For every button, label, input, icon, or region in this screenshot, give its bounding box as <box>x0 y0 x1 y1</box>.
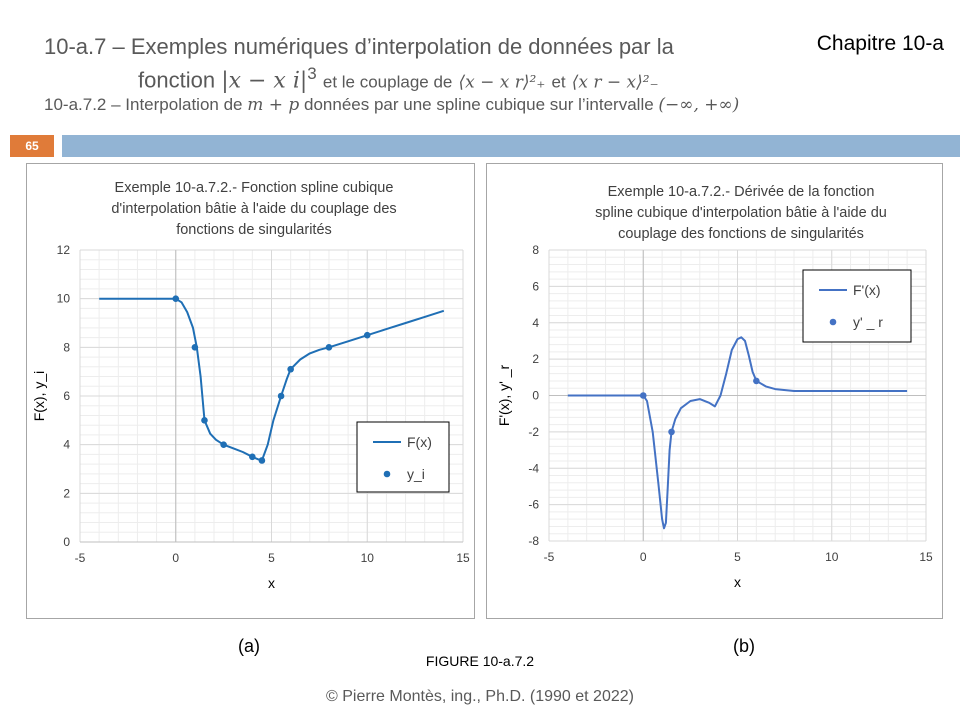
title-exponent: 3 <box>307 64 317 83</box>
y-tick-label: -4 <box>528 461 539 475</box>
y-tick-label: 0 <box>532 389 539 403</box>
data-point <box>258 457 266 464</box>
y-tick-label: -2 <box>528 425 539 439</box>
slide-title-line2: fonction |x − x i|3 et le couplage de ⟨x… <box>138 61 659 95</box>
y-tick-label: 6 <box>63 389 70 403</box>
x-tick-label: 15 <box>919 550 933 564</box>
title-expr-minus: ⟨x r − x⟩²₋ <box>571 72 659 93</box>
copyright-footer: © Pierre Montès, ing., Ph.D. (1990 et 20… <box>326 688 634 705</box>
data-point <box>325 344 333 351</box>
legend-box <box>802 269 912 343</box>
subtitle-mid: données par une spline cubique sur l’int… <box>304 95 654 114</box>
legend-label: y_i <box>407 466 425 482</box>
x-tick-label: 10 <box>361 551 375 565</box>
y-tick-label: 0 <box>63 535 70 549</box>
data-point <box>363 331 371 339</box>
series-line-b <box>567 336 908 530</box>
y-tick-label: 8 <box>532 243 539 257</box>
slide-subtitle: 10-a.7.2 – Interpolation de m + p donnée… <box>44 95 739 115</box>
y-tick-label: 8 <box>63 340 70 354</box>
y-tick-label: 4 <box>532 316 539 330</box>
x-tick-label: 0 <box>172 551 179 565</box>
y-tick-label: 10 <box>57 292 71 306</box>
slide-title-line1: 10-a.7 – Exemples numériques d’interpola… <box>44 34 674 59</box>
chart-b-panel: Exemple 10-a.7.2.- Dérivée de la fonctio… <box>486 163 943 619</box>
data-point <box>201 417 208 424</box>
data-point <box>220 441 227 448</box>
x-tick-label: 5 <box>268 551 275 565</box>
y-tick-label: 4 <box>63 438 70 452</box>
chart-title-line: d'interpolation bâtie à l'aide du coupla… <box>111 201 396 217</box>
data-point <box>668 428 675 436</box>
series-line-a <box>99 297 445 462</box>
caption-b: (b) <box>733 636 755 656</box>
chart-title-line: couplage des fonctions de singularités <box>618 226 864 242</box>
title-prefix: fonction <box>138 67 216 93</box>
subtitle-prefix: 10-a.7.2 – Interpolation de <box>44 95 243 114</box>
caption-a: (a) <box>238 636 260 656</box>
chart-title-line: Exemple 10-a.7.2.- Dérivée de la fonctio… <box>608 184 875 200</box>
legend-box <box>356 421 450 493</box>
x-tick-label: 15 <box>456 551 470 565</box>
legend-label: F'(x) <box>853 282 881 298</box>
data-point <box>191 344 199 351</box>
data-point <box>172 295 180 302</box>
x-tick-label: -5 <box>75 551 86 565</box>
legend-marker-swatch <box>383 470 391 478</box>
data-point <box>287 365 294 373</box>
title-mid: et le couplage de <box>322 72 453 92</box>
chart-b: Exemple 10-a.7.2.- Dérivée de la fonctio… <box>496 184 933 590</box>
legend-label: F(x) <box>407 434 432 450</box>
x-tick-label: 5 <box>734 550 741 564</box>
chart-a: Exemple 10-a.7.2.- Fonction spline cubiq… <box>31 180 470 591</box>
chapter-label: Chapitre 10-a <box>816 32 944 55</box>
subtitle-expr: m + p <box>247 95 300 115</box>
data-point <box>753 377 760 385</box>
y-tick-label: 2 <box>532 352 539 366</box>
header-divider-bar <box>62 135 960 157</box>
data-point <box>639 392 647 399</box>
y-tick-label: -6 <box>528 498 539 512</box>
x-axis-label: x <box>734 574 741 590</box>
title-expr-plus: ⟨x − x r⟩²₊ <box>458 72 546 93</box>
y-tick-label: 6 <box>532 279 539 293</box>
y-axis-label: F(x), y_i <box>31 371 47 422</box>
data-point <box>277 392 285 400</box>
figure-caption: FIGURE 10-a.7.2 <box>425 653 535 669</box>
title-et: et <box>551 72 566 92</box>
chart-a-panel: Exemple 10-a.7.2.- Fonction spline cubiq… <box>26 163 475 619</box>
y-axis-label: F'(x), y' _r <box>496 364 512 426</box>
chart-title-line: spline cubique d'interpolation bâtie à l… <box>595 205 887 221</box>
legend-label: y' _ r <box>853 314 883 330</box>
slide-number: 65 <box>10 135 54 157</box>
x-tick-label: 10 <box>825 550 839 564</box>
chart-title-line: Exemple 10-a.7.2.- Fonction spline cubiq… <box>115 180 394 196</box>
x-tick-label: -5 <box>544 550 555 564</box>
y-tick-label: 12 <box>57 243 71 257</box>
chart-title-line: fonctions de singularités <box>176 222 332 238</box>
x-axis-label: x <box>268 575 275 591</box>
y-tick-label: 2 <box>63 486 70 500</box>
x-tick-label: 0 <box>640 550 647 564</box>
title-expr-abs: |x − x i| <box>221 68 308 94</box>
y-tick-label: -8 <box>528 534 539 548</box>
legend-marker-swatch <box>829 318 837 326</box>
data-point <box>249 453 256 461</box>
subtitle-interval: (−∞, +∞) <box>658 95 740 115</box>
